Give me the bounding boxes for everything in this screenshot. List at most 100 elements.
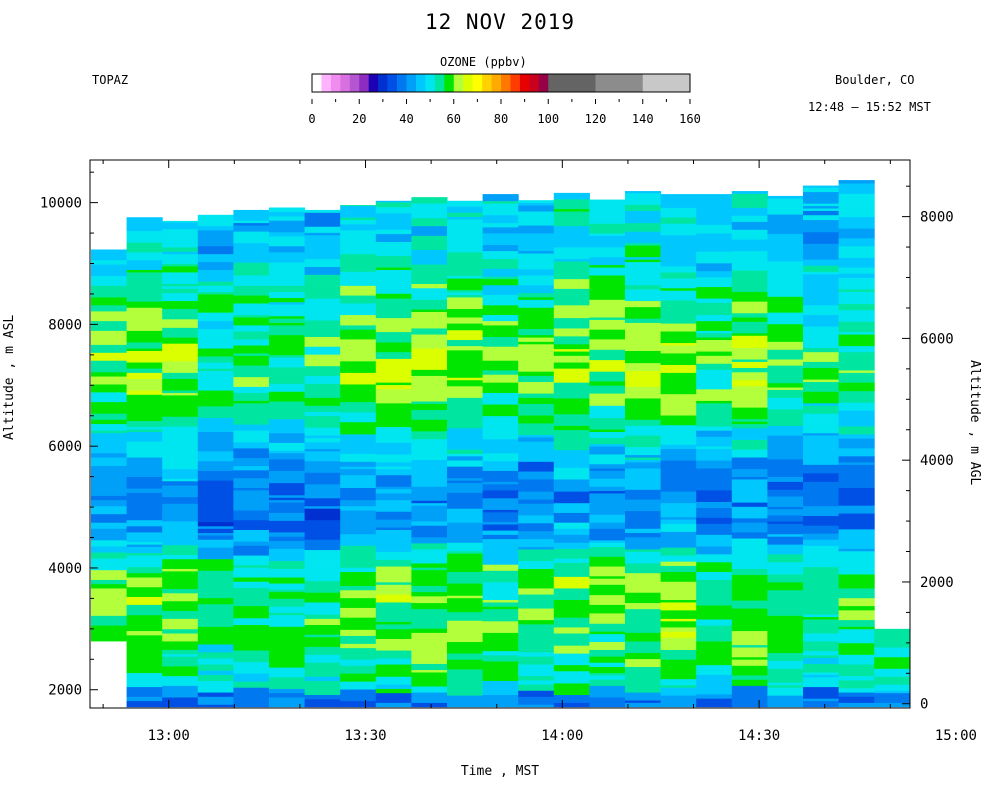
heatmap-cell [304,209,341,213]
heatmap-cell [375,354,412,359]
heatmap-cell [696,523,733,527]
heatmap-cell [162,558,199,569]
heatmap-cell [696,607,733,620]
heatmap-cell [126,630,163,636]
heatmap-cell [482,554,519,565]
colorbar-bin-25 [548,74,596,92]
heatmap-cell [447,449,484,454]
heatmap-cell [874,644,911,648]
heatmap-cell [731,191,768,194]
heatmap-cell [375,255,412,268]
heatmap-cell [518,403,555,416]
heatmap-cell [375,233,412,242]
heatmap-cell [660,565,697,573]
heatmap-cell [197,696,234,705]
heatmap-cell [304,435,341,439]
heatmap-cell [162,633,199,642]
heatmap-cell [233,577,270,582]
heatmap-cell [447,399,484,403]
heatmap-cell [696,320,733,331]
heatmap-cell [304,592,341,603]
heatmap-cell [660,468,697,481]
heatmap-cell [838,562,875,575]
heatmap-cell [803,231,840,244]
heatmap-cell [197,396,234,407]
heatmap-cell [482,360,519,371]
heatmap-cell [411,598,448,604]
heatmap-cell [553,607,590,618]
heatmap-cell [553,278,590,289]
heatmap-cell [197,214,234,217]
heatmap-cell [874,668,911,677]
heatmap-cell [340,356,377,362]
heatmap-cell [91,499,128,507]
heatmap-cell [518,642,555,646]
heatmap-cell [482,472,519,480]
heatmap-cell [767,435,804,446]
heatmap-cell [447,480,484,484]
heatmap-cell [375,692,412,703]
heatmap-cell [660,444,697,450]
heatmap-cell [411,401,448,404]
heatmap-cell [625,528,662,534]
heatmap-cell [696,198,733,211]
heatmap-cell [589,679,626,686]
heatmap-cell [126,541,163,545]
heatmap-cell [411,264,448,275]
heatmap-cell [518,253,555,260]
heatmap-cell [233,275,270,282]
heatmap-cell [162,544,199,555]
heatmap-cell [625,641,662,653]
heatmap-cell [518,514,555,524]
heatmap-cell [91,344,128,353]
heatmap-cell [304,334,341,337]
heatmap-cell [411,375,448,384]
heatmap-cell [482,278,519,286]
heatmap-cell [162,247,199,252]
heatmap-cell [767,660,804,669]
heatmap-cell [269,512,306,521]
heatmap-cell [269,636,306,645]
colorbar-tick-label: 160 [679,112,701,126]
x-tick-label: 14:30 [738,728,780,744]
heatmap-cell [269,373,306,376]
heatmap-cell [589,247,626,258]
heatmap-cell [447,508,484,515]
heatmap-cell [660,687,697,696]
heatmap-cell [447,550,484,554]
y-left-tick-label: 8000 [48,317,82,333]
heatmap-cell [482,497,519,510]
heatmap-cell [767,642,804,653]
heatmap-cell [767,514,804,522]
heatmap-cell [269,273,306,286]
heatmap-cell [696,270,733,278]
heatmap-cell [233,262,270,267]
heatmap-cell [589,504,626,515]
heatmap-cell [625,245,662,258]
heatmap-cell [803,243,840,249]
heatmap-cell [375,539,412,552]
heatmap-cell [518,437,555,442]
heatmap-cell [518,297,555,300]
heatmap-cell [731,518,768,523]
heatmap-cell [803,468,840,474]
heatmap-cell [162,480,199,486]
heatmap-cell [731,312,768,318]
heatmap-cell [340,253,377,266]
heatmap-cell [126,519,163,527]
heatmap-cell [767,476,804,480]
heatmap-cell [874,656,911,669]
heatmap-cell [91,250,128,261]
heatmap-cell [375,295,412,299]
heatmap-cell [447,297,484,309]
heatmap-cell [767,687,804,696]
heatmap-cell [340,597,377,608]
colorbar-bin-2 [330,74,341,92]
heatmap-cell [447,327,484,331]
heatmap-cell [304,549,341,555]
heatmap-cell [589,463,626,469]
time-range-label: 12:48 – 15:52 MST [808,100,931,114]
heatmap-cell [660,331,697,344]
heatmap-cell [660,547,697,556]
heatmap-cell [838,675,875,681]
